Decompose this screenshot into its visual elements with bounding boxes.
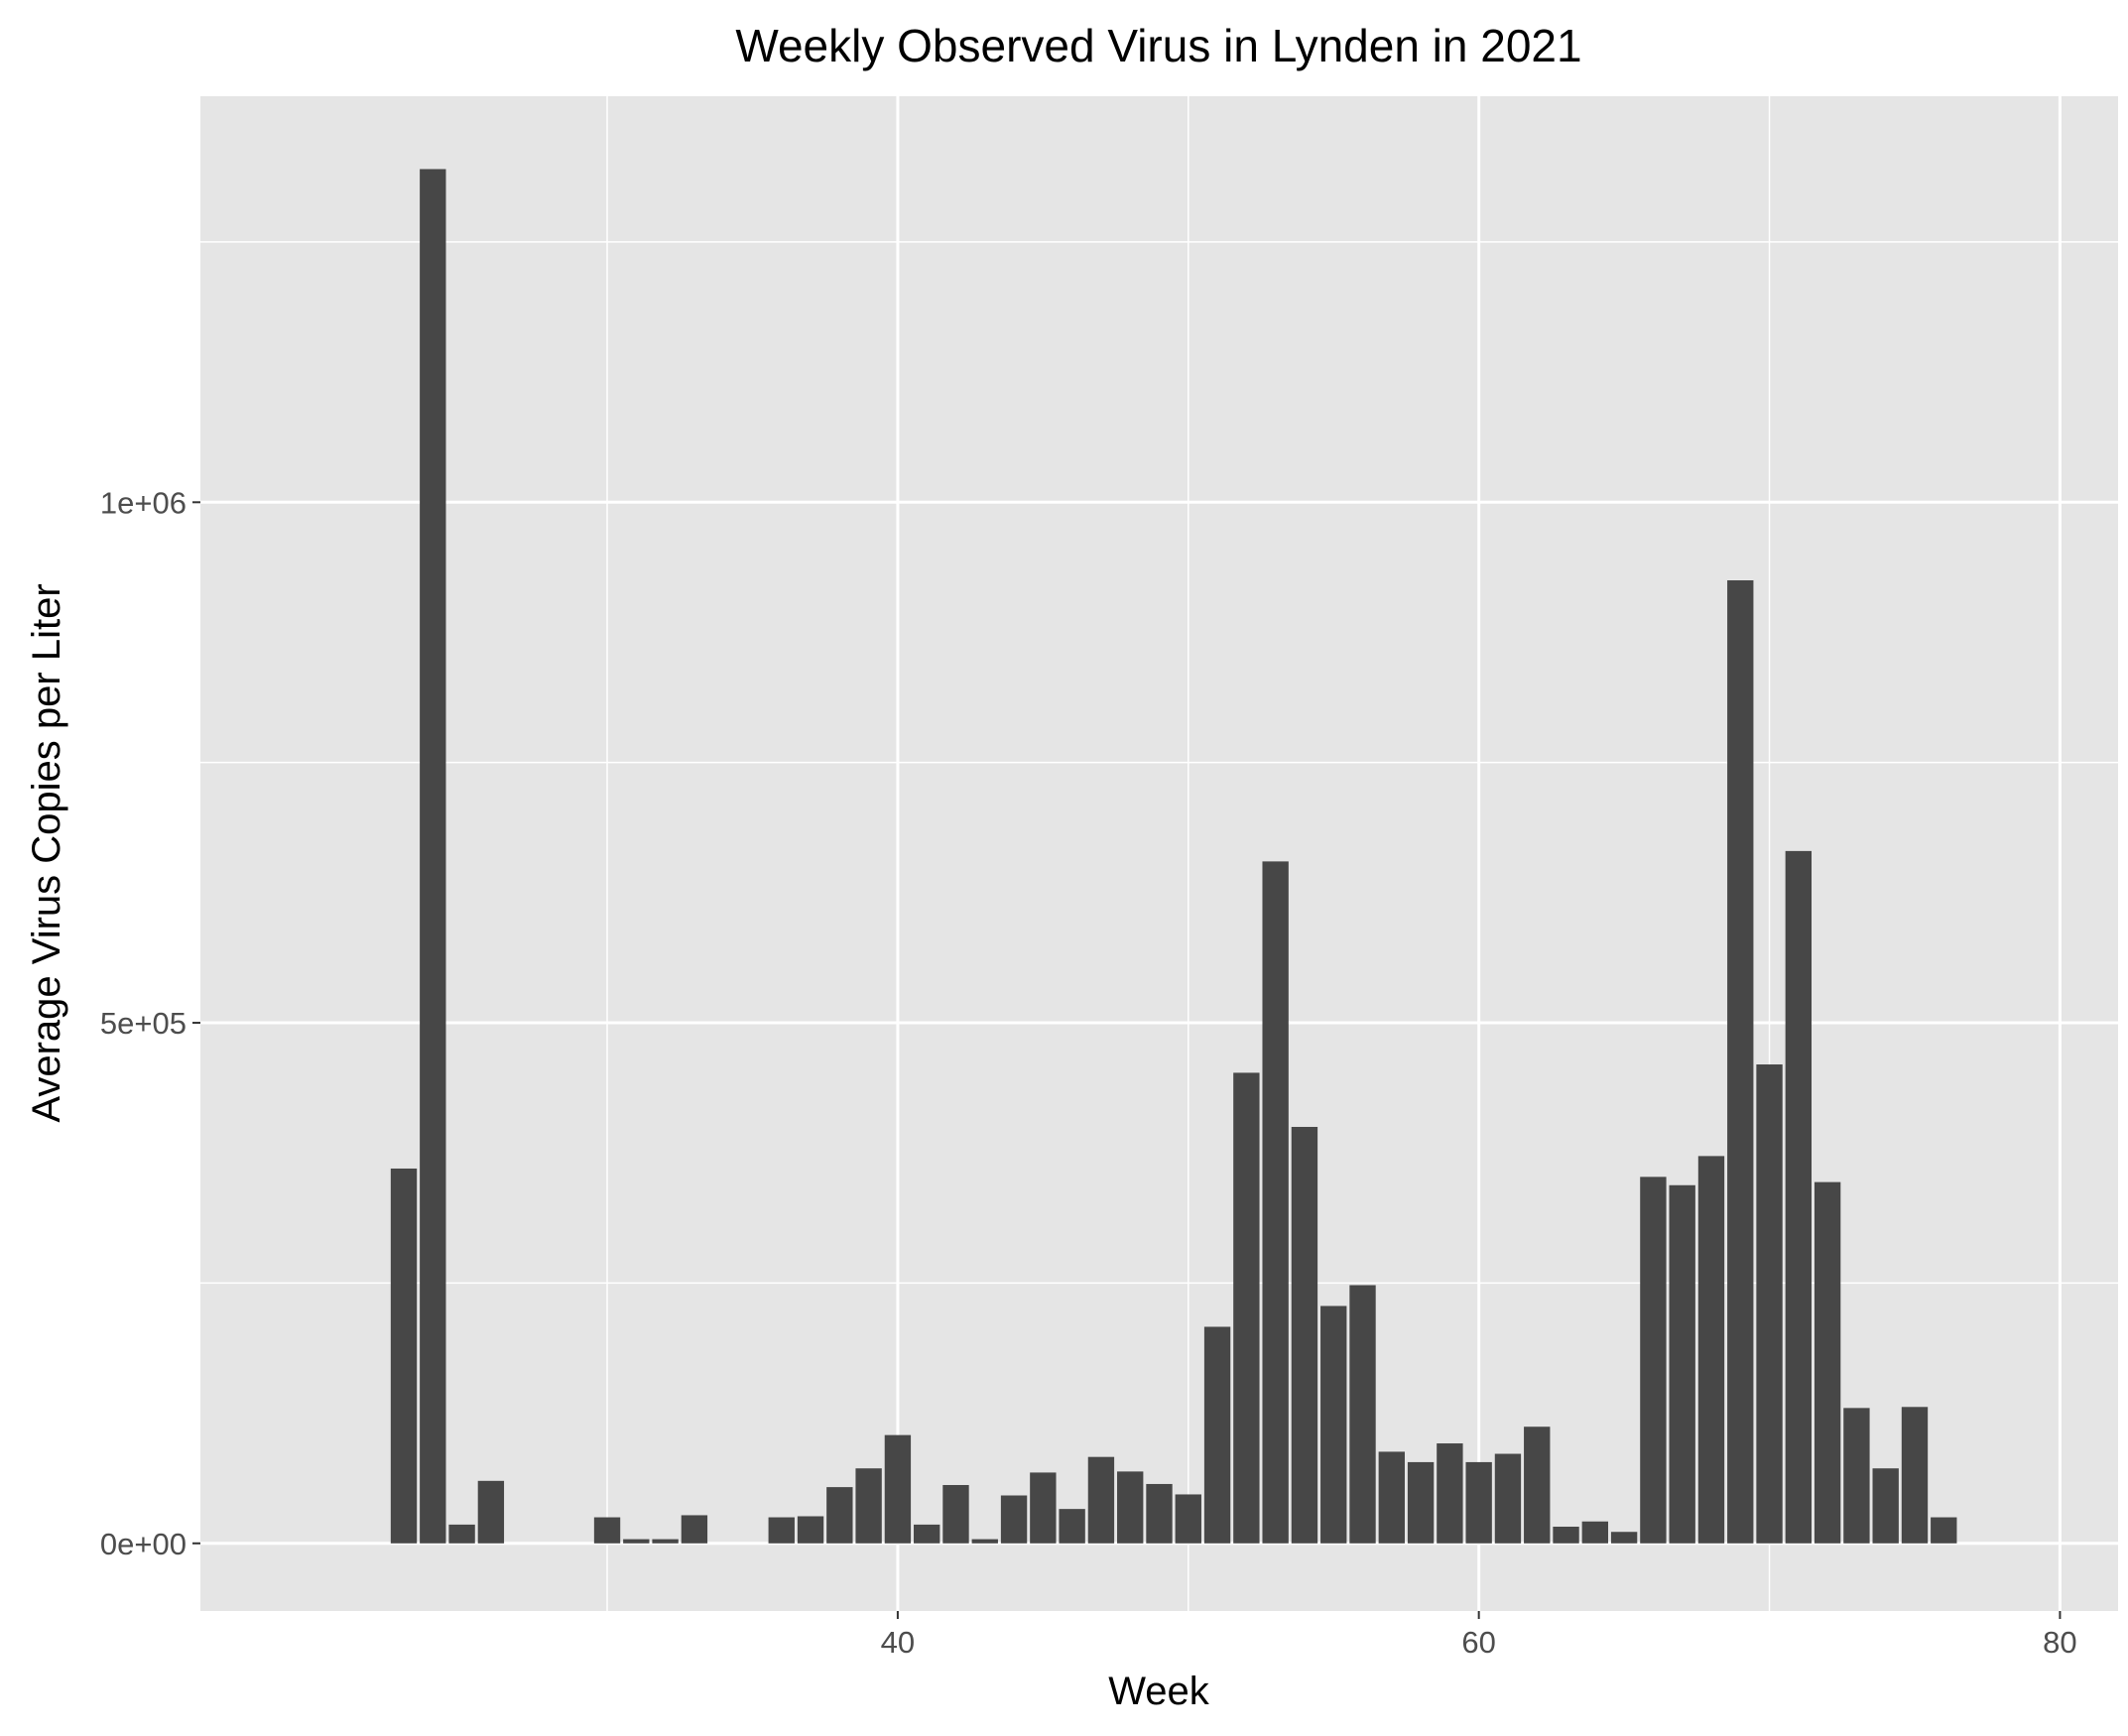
bar (1640, 1177, 1667, 1544)
bar (855, 1468, 882, 1544)
bar (797, 1516, 824, 1544)
bar (420, 169, 446, 1544)
y-tick-label: 0e+00 (100, 1527, 187, 1561)
bar (1087, 1456, 1115, 1544)
bar (1407, 1461, 1435, 1544)
y-tick-label: 5e+05 (100, 1006, 187, 1041)
bar (1669, 1184, 1695, 1544)
chart-title: Weekly Observed Virus in Lynden in 2021 (735, 20, 1581, 71)
bar (477, 1480, 505, 1544)
minor-gridlines (200, 96, 2118, 1611)
bar (1000, 1495, 1028, 1544)
bars (390, 169, 1957, 1544)
x-tick-label: 80 (2043, 1625, 2076, 1660)
bar (971, 1539, 998, 1544)
bar (884, 1434, 912, 1544)
bar (1872, 1468, 1899, 1544)
x-axis: 40 60 80 (881, 1611, 2077, 1660)
bar (448, 1524, 475, 1544)
bar (1291, 1126, 1318, 1544)
bar (1843, 1408, 1870, 1544)
bar (652, 1539, 679, 1544)
bar (1610, 1532, 1638, 1544)
x-axis-title: Week (1108, 1670, 1210, 1713)
bar (1233, 1072, 1260, 1544)
bar (1727, 580, 1754, 1544)
y-axis-title: Average Virus Copies per Liter (25, 583, 68, 1122)
bar (1814, 1181, 1841, 1544)
bar (1349, 1285, 1376, 1544)
bar (1320, 1305, 1347, 1544)
bar (681, 1515, 708, 1544)
bar (1697, 1156, 1725, 1544)
bar (1146, 1483, 1173, 1544)
bar (1581, 1521, 1608, 1544)
y-axis: 0e+00 5e+05 1e+06 (100, 485, 200, 1561)
bar (390, 1168, 418, 1544)
bar (623, 1539, 650, 1544)
bar (1931, 1517, 1957, 1544)
bar (942, 1485, 969, 1544)
bar (826, 1487, 853, 1544)
bar (1465, 1461, 1492, 1544)
y-tick-label: 1e+06 (100, 485, 187, 520)
bar (1262, 861, 1289, 1544)
bar (768, 1517, 795, 1544)
bar (1524, 1426, 1551, 1544)
bar (1901, 1407, 1929, 1544)
bar (1494, 1453, 1522, 1544)
bar (593, 1517, 621, 1544)
bar (914, 1524, 940, 1544)
bar (1756, 1064, 1783, 1544)
bar (1117, 1471, 1144, 1544)
bar (1437, 1443, 1463, 1544)
bar (1059, 1509, 1085, 1544)
bar (1030, 1472, 1057, 1544)
bar (1203, 1326, 1231, 1544)
bar (1378, 1451, 1405, 1544)
x-tick-label: 40 (881, 1625, 915, 1660)
x-tick-label: 60 (1461, 1625, 1495, 1660)
bar (1785, 850, 1813, 1544)
bar (1175, 1494, 1201, 1544)
bar (1553, 1526, 1579, 1544)
